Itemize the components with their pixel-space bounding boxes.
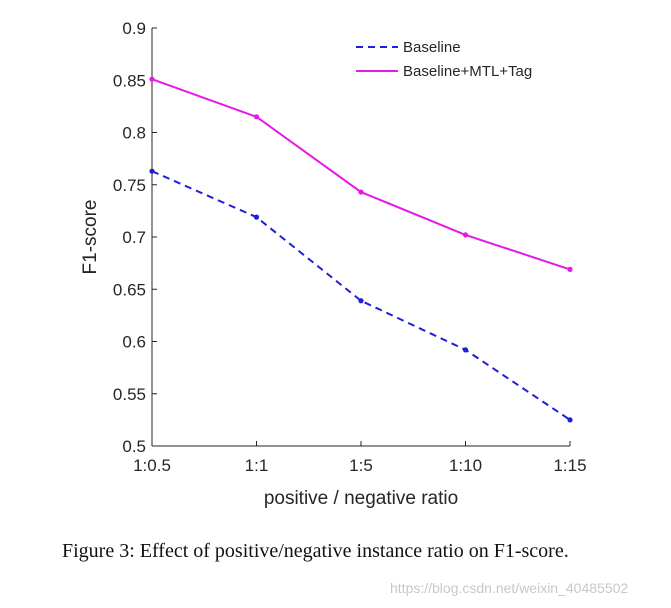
legend-label: Baseline (403, 39, 461, 56)
y-tick-label: 0.75 (113, 176, 146, 195)
x-ticks: 1:0.5 1:1 1:5 1:10 1:15 (133, 441, 587, 475)
line-chart: 0.5 0.55 0.6 0.65 0.7 0.75 0.8 0.85 0.9 1:0.5 1:1… (80, 19, 587, 509)
legend-label: Baseline+MTL+Tag (403, 63, 532, 80)
data-point (462, 347, 469, 353)
y-tick-label: 0.9 (122, 19, 146, 38)
series-layer (149, 76, 573, 423)
data-point (358, 298, 364, 304)
y-tick-label: 0.7 (122, 228, 146, 247)
y-ticks: 0.5 0.55 0.6 0.65 0.7 0.75 0.8 0.85 0.9 (113, 19, 157, 456)
x-tick-label: 1:5 (349, 456, 373, 475)
x-tick-label: 1:10 (449, 456, 482, 475)
data-point (253, 214, 260, 220)
chart-axes (151, 28, 570, 447)
data-point (253, 114, 260, 120)
y-tick-label: 0.6 (122, 333, 146, 352)
data-point (149, 168, 155, 174)
series-line-baseline (151, 170, 571, 421)
y-axis-label: F1-score (80, 200, 101, 275)
y-tick-label: 0.8 (122, 124, 146, 143)
y-tick-label: 0.85 (113, 71, 146, 90)
legend: Baseline Baseline+MTL+Tag (356, 39, 532, 80)
data-point (462, 232, 469, 238)
x-tick-label: 1:15 (553, 456, 586, 475)
y-tick-label: 0.65 (113, 280, 146, 299)
x-tick-label: 1:1 (245, 456, 269, 475)
x-axis-label: positive / negative ratio (264, 488, 458, 509)
data-point (149, 76, 155, 82)
data-point (358, 189, 364, 195)
watermark: https://blog.csdn.net/weixin_40485502 (390, 580, 629, 596)
data-point (567, 417, 573, 423)
y-tick-label: 0.55 (113, 385, 146, 404)
series-line-baseline-mtl-tag (151, 78, 571, 271)
x-tick-label: 1:0.5 (133, 456, 171, 475)
y-tick-label: 0.5 (122, 437, 146, 456)
data-point (567, 266, 573, 272)
figure-caption: Figure 3: Effect of positive/negative in… (62, 540, 569, 562)
